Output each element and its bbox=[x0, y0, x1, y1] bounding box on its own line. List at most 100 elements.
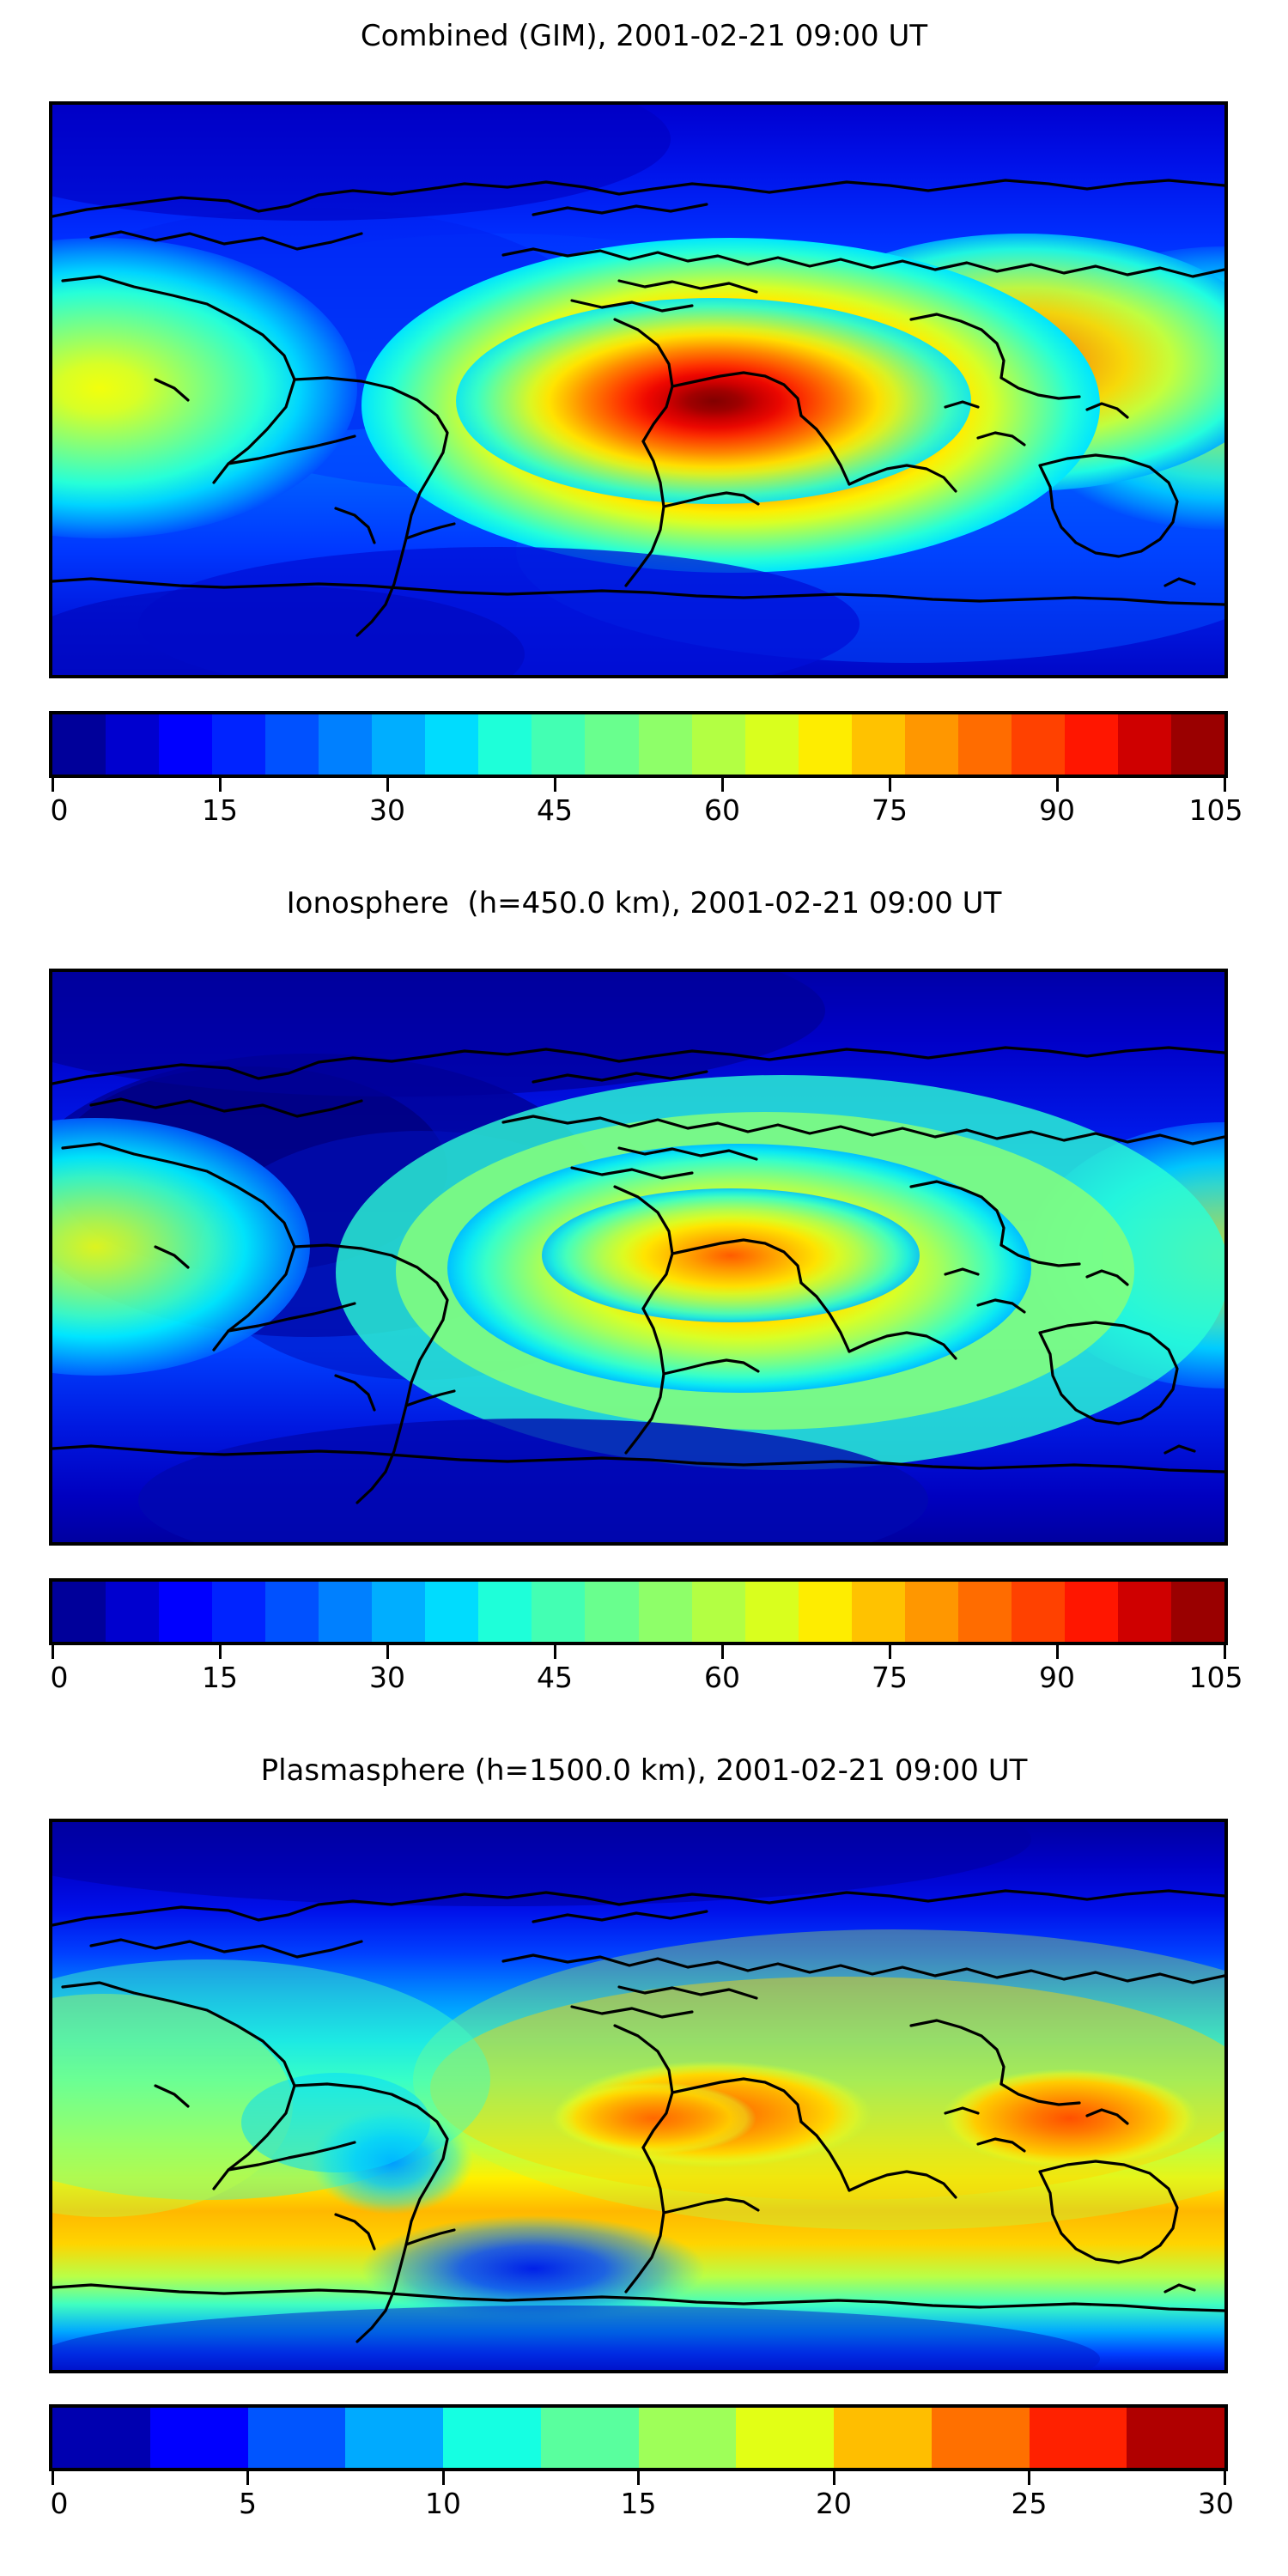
colorbar-tick bbox=[386, 778, 389, 792]
colorbar-tick-label: 105 bbox=[1188, 793, 1243, 827]
colorbar-band bbox=[478, 714, 532, 775]
colorbar-band bbox=[1170, 714, 1224, 775]
colorbar-tick-label: 75 bbox=[872, 1661, 908, 1694]
colorbar-band bbox=[106, 714, 160, 775]
colorbar-tick-label: 75 bbox=[872, 793, 908, 827]
colorbar-band bbox=[319, 714, 373, 775]
colorbar-band bbox=[1117, 1582, 1171, 1642]
colorbar-tick-label: 15 bbox=[202, 1661, 238, 1694]
coastlines-ionosphere bbox=[52, 1046, 1224, 1504]
colorbar-band bbox=[638, 2408, 737, 2468]
colorbar-tick bbox=[1055, 778, 1059, 792]
colorbar-tick bbox=[637, 2471, 640, 2485]
colorbar-tick bbox=[1223, 2471, 1226, 2485]
colorbar-band bbox=[345, 2408, 443, 2468]
colorbar-labels-combined: 0 15 30 45 60 75 90 105 bbox=[49, 792, 1243, 831]
colorbar-tick-label: 60 bbox=[704, 793, 740, 827]
colorbar-tick bbox=[832, 2471, 835, 2485]
colorbar-band bbox=[691, 1582, 745, 1642]
colorbar-band bbox=[52, 2408, 150, 2468]
colorbar-band bbox=[212, 714, 266, 775]
colorbar-band bbox=[532, 714, 586, 775]
colorbar-band bbox=[1170, 1582, 1224, 1642]
map-ionosphere bbox=[49, 969, 1228, 1546]
colorbar-tick-label: 25 bbox=[1011, 2487, 1048, 2520]
colorbar-band bbox=[904, 1582, 958, 1642]
colorbar-band bbox=[931, 2408, 1030, 2468]
colorbar-band bbox=[638, 1582, 692, 1642]
colorbar-tick bbox=[51, 778, 54, 792]
colorbar-band bbox=[319, 1582, 373, 1642]
colorbar-tick bbox=[888, 778, 891, 792]
colorbar-band bbox=[744, 1582, 799, 1642]
colorbar-labels-plasmasphere: 0 5 10 15 20 25 30 bbox=[49, 2485, 1235, 2524]
colorbar-band bbox=[52, 1582, 106, 1642]
panel-title-plasmasphere: Plasmasphere (h=1500.0 km), 2001-02-21 0… bbox=[260, 1753, 1028, 1788]
colorbar-band bbox=[1064, 1582, 1118, 1642]
colorbar-band bbox=[691, 714, 745, 775]
colorbar-band bbox=[851, 714, 905, 775]
colorbar-tick-label: 30 bbox=[369, 1661, 405, 1694]
colorbar-band bbox=[736, 2408, 834, 2468]
colorbar-wrap-combined: 0 15 30 45 60 75 90 105 bbox=[49, 711, 1243, 831]
colorbar-tick-label: 0 bbox=[50, 2487, 69, 2520]
colorbar-tick-label: 30 bbox=[1198, 2487, 1234, 2520]
colorbar-band bbox=[1011, 1582, 1065, 1642]
colorbar-tick-label: 90 bbox=[1039, 793, 1075, 827]
map-plasmasphere bbox=[49, 1819, 1228, 2373]
colorbar-tick bbox=[1028, 2471, 1030, 2485]
colorbar-tick bbox=[218, 778, 222, 792]
colorbar-ticks-combined bbox=[49, 778, 1228, 792]
colorbar-tick bbox=[441, 2471, 445, 2485]
colorbar-tick-label: 5 bbox=[239, 2487, 257, 2520]
colorbar-tick-label: 20 bbox=[816, 2487, 852, 2520]
colorbar-band bbox=[106, 1582, 160, 1642]
colorbar-ticks-plasmasphere bbox=[49, 2471, 1228, 2485]
colorbar-combined bbox=[49, 711, 1228, 778]
colorbar-band bbox=[744, 714, 799, 775]
map-canvas-plasmasphere bbox=[52, 1822, 1224, 2370]
colorbar-ticks-ionosphere bbox=[49, 1645, 1228, 1659]
colorbar-tick bbox=[720, 1645, 724, 1659]
colorbar-tick bbox=[1055, 1645, 1059, 1659]
colorbar-band bbox=[1029, 2408, 1127, 2468]
colorbar-band bbox=[851, 1582, 905, 1642]
colorbar-band bbox=[425, 1582, 479, 1642]
map-canvas-ionosphere bbox=[52, 972, 1224, 1542]
colorbar-band bbox=[834, 2408, 932, 2468]
colorbar-tick-label: 45 bbox=[537, 1661, 573, 1694]
colorbar-tick bbox=[720, 778, 724, 792]
colorbar-plasmasphere bbox=[49, 2404, 1228, 2471]
colorbar-tick bbox=[1223, 778, 1226, 792]
colorbar-tick-label: 60 bbox=[704, 1661, 740, 1694]
colorbar-band bbox=[1127, 2408, 1224, 2468]
colorbar-band bbox=[798, 714, 852, 775]
colorbar-band bbox=[247, 2408, 346, 2468]
colorbar-band bbox=[798, 1582, 852, 1642]
colorbar-tick-label: 0 bbox=[50, 793, 69, 827]
colorbar-tick bbox=[386, 1645, 389, 1659]
colorbar-tick bbox=[246, 2471, 249, 2485]
colorbar-ionosphere bbox=[49, 1578, 1228, 1645]
coastlines-combined bbox=[52, 179, 1224, 637]
colorbar-tick-label: 0 bbox=[50, 1661, 69, 1694]
colorbar-tick-label: 105 bbox=[1188, 1661, 1243, 1694]
colorbar-band bbox=[957, 714, 1012, 775]
colorbar-tick bbox=[1223, 1645, 1226, 1659]
panel-ionosphere: Ionosphere (h=450.0 km), 2001-02-21 09:0… bbox=[0, 867, 1288, 1735]
colorbar-band bbox=[1117, 714, 1171, 775]
colorbar-tick-label: 15 bbox=[202, 793, 238, 827]
colorbar-tick-label: 10 bbox=[425, 2487, 461, 2520]
colorbar-band bbox=[1064, 714, 1118, 775]
colorbar-tick-label: 30 bbox=[369, 793, 405, 827]
map-canvas-combined bbox=[52, 105, 1224, 675]
colorbar-band bbox=[372, 714, 426, 775]
panel-title-ionosphere: Ionosphere (h=450.0 km), 2001-02-21 09:0… bbox=[286, 886, 1002, 920]
colorbar-band bbox=[265, 1582, 319, 1642]
colorbar-band bbox=[1011, 714, 1065, 775]
colorbar-band bbox=[540, 2408, 639, 2468]
colorbar-band bbox=[52, 714, 106, 775]
colorbar-tick-label: 45 bbox=[537, 793, 573, 827]
colorbar-band bbox=[159, 714, 213, 775]
